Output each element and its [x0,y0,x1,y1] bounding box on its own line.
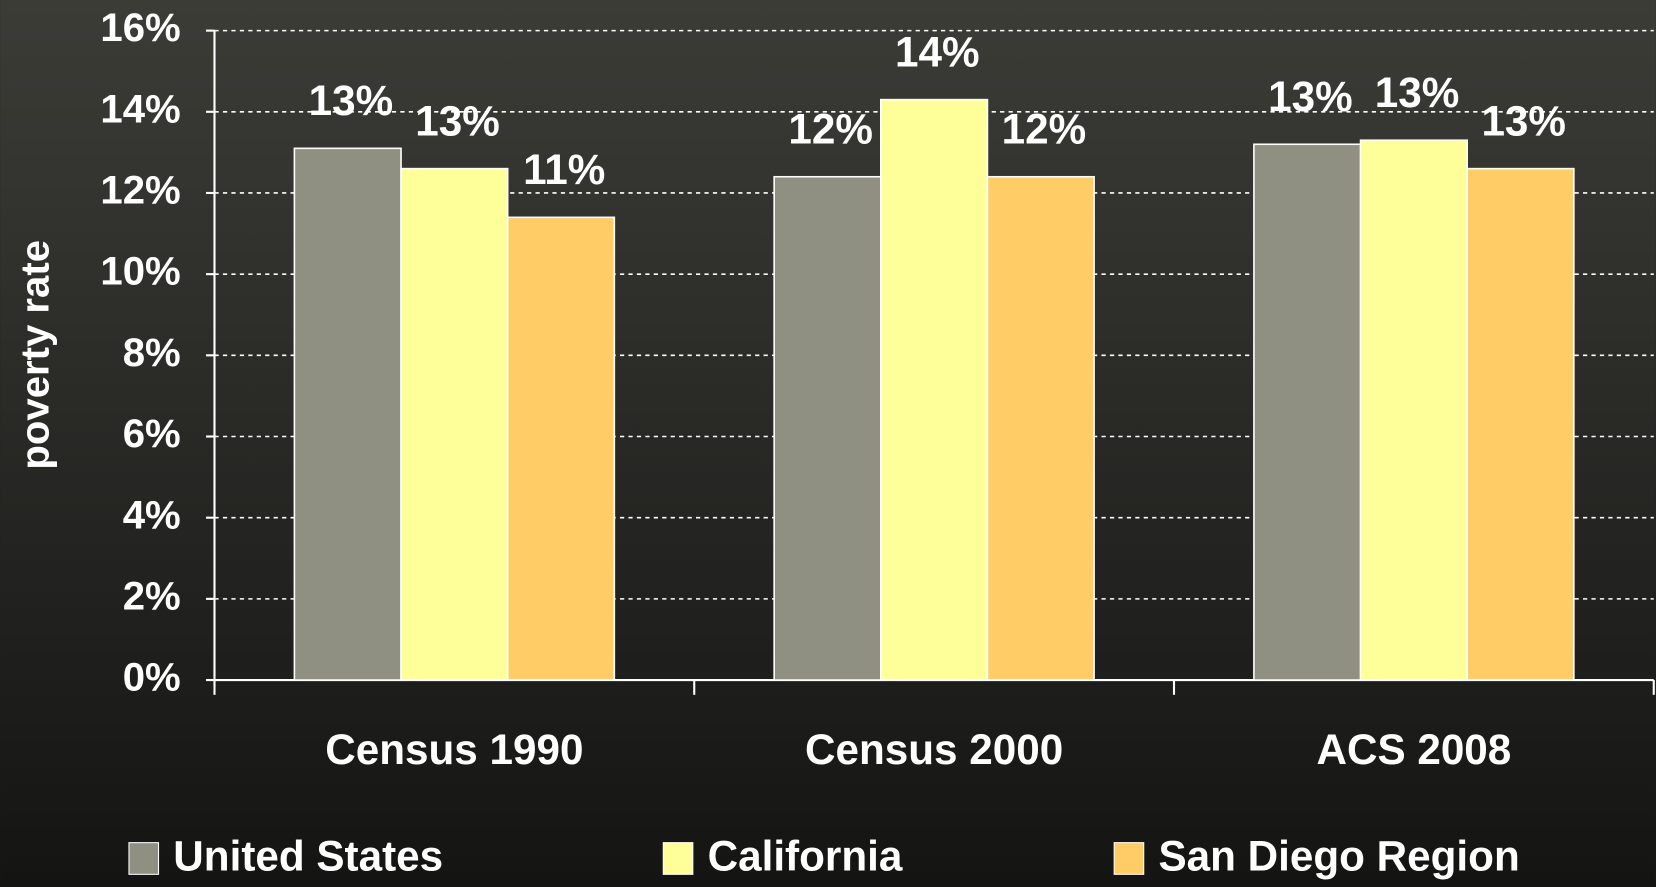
y-tick-label: 8% [123,330,181,375]
value-label: 12% [1002,106,1087,153]
value-label: 13% [1375,69,1460,116]
y-tick-label: 6% [123,411,181,456]
bar [1359,139,1468,681]
bar [506,216,616,681]
bar [1466,167,1575,681]
value-label: 13% [415,97,500,144]
y-axis-label: poverty rate [13,240,58,470]
value-label: 12% [788,106,872,153]
x-tick-label: Census 2000 [805,726,1063,773]
y-tick-label: 10% [100,249,180,294]
y-tick-label: 0% [123,655,181,700]
bar [293,147,402,681]
legend-swatch [128,842,160,875]
y-tick-label: 14% [100,86,180,131]
value-label: 11% [523,146,605,193]
x-tick-label: ACS 2008 [1316,726,1511,773]
legend-label: California [708,833,903,880]
legend-swatch [1113,842,1145,875]
value-label: 13% [1268,73,1353,120]
legend-label: United States [173,833,443,880]
y-tick-label: 4% [123,492,181,537]
bar [1253,143,1362,681]
legend-swatch [662,842,694,875]
value-label: 14% [895,28,979,75]
bar [773,175,882,681]
y-tick-label: 12% [100,168,180,213]
y-tick-label: 16% [100,5,180,50]
y-tick-label: 2% [123,573,181,618]
legend-label: San Diego Region [1159,833,1520,880]
bar [400,167,509,681]
x-tick-label: Census 1990 [325,726,583,773]
bar [986,175,1095,681]
value-label: 13% [1481,97,1566,144]
bar [880,98,989,681]
value-label: 13% [309,77,394,124]
